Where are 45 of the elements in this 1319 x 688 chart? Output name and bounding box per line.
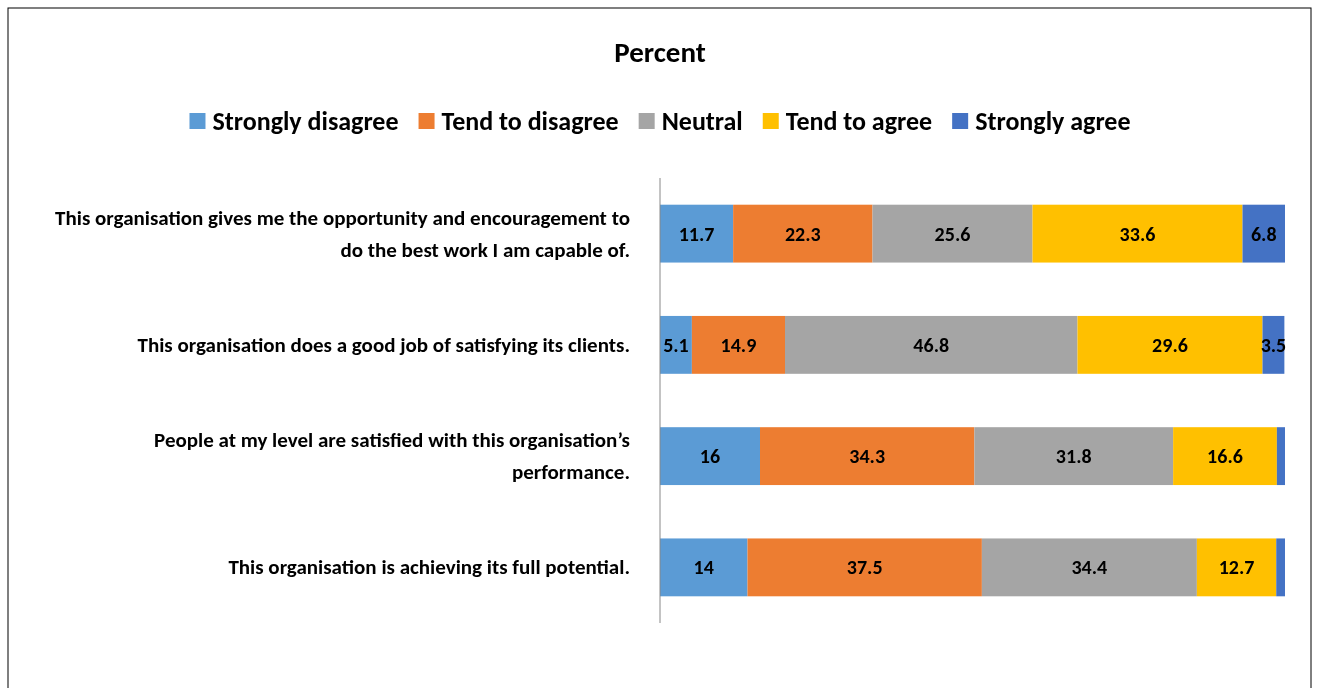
data-label: 34.4 [1071,555,1108,580]
bar [1032,204,1243,263]
bar [981,538,1197,597]
data-label: 25.6 [934,221,971,246]
data-label: 5.1 [663,332,689,357]
bar [691,315,785,374]
data-label: 34.3 [849,444,886,469]
data-label: 29.6 [1152,332,1188,357]
legend-label: Strongly agree [975,105,1131,137]
y-tick-label: This organisation gives me the opportunity and encouragement to do the best work I am capable of. [55,204,630,263]
legend-label: Strongly disagree [212,105,399,137]
bar [1276,538,1285,597]
data-label: 16.6 [1207,444,1243,469]
data-label: 14 [693,555,714,580]
y-tick-label: This organisation is achieving its full potential. [228,554,630,581]
bar [760,427,975,486]
legend-label: Tend to disagree [441,105,619,137]
bar [733,204,873,263]
bar [1196,538,1277,597]
data-label: 37.5 [846,555,883,580]
y-tick-label: People at my level are satisfied with this organisation’s performance. [154,427,630,486]
legend-label: Neutral [661,105,743,137]
chart-title: Percent [614,34,706,70]
data-label: 14.9 [720,332,757,357]
data-label: 6.8 [1250,221,1277,246]
bar [974,427,1174,486]
bar [785,315,1078,374]
bar [1276,427,1286,486]
data-label: 31.8 [1055,444,1092,469]
data-label: 46.8 [913,332,950,357]
data-label: 22.3 [784,221,821,246]
bar [747,538,982,597]
bar [660,427,760,486]
data-label: 11.7 [678,221,715,246]
data-label: 12.7 [1218,555,1255,580]
legend-label: Tend to agree [785,105,933,137]
bar [1242,204,1285,263]
bar [1173,427,1277,486]
data-label: 33.6 [1119,221,1156,246]
bar [1077,315,1263,374]
data-label: 16 [699,444,721,469]
y-tick-label: This organisation does a good job of satisfying its clients. [137,331,630,358]
bar [660,204,734,263]
bar [660,538,748,597]
bar [872,204,1033,263]
